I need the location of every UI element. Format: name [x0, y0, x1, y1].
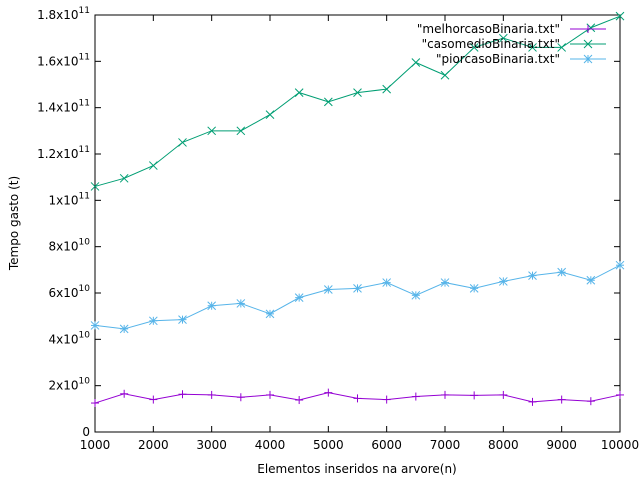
data-point [440, 278, 450, 287]
axes: 1000 2000 3000 4000 5000 6000 7000 8000 9000 1000… [37, 6, 639, 452]
plot-border [94, 14, 621, 433]
data-point [382, 84, 392, 94]
y-axis-label: Tempo gasto (t) [7, 176, 21, 271]
data-point [265, 110, 275, 119]
y-tick-label: 4x1010 [49, 330, 91, 346]
x-tick-label: 2000 [138, 438, 169, 452]
data-point [411, 290, 421, 300]
series-line [94, 264, 621, 330]
legend: "melhorcasoBinaria.txt""casomedioBinaria… [417, 22, 606, 66]
x-tick-label: 1000 [80, 438, 111, 452]
series-layer [90, 11, 625, 408]
data-point [583, 39, 593, 49]
legend-label: "piorcasoBinaria.txt" [436, 52, 560, 66]
data-point [411, 58, 421, 67]
data-point [353, 88, 362, 97]
y-tick-label: 0 [82, 425, 90, 439]
data-point [294, 88, 304, 97]
data-point [119, 324, 129, 334]
data-point [498, 33, 508, 43]
data-point [615, 260, 625, 270]
data-point [119, 173, 129, 183]
y-tick-label: 2x1010 [49, 377, 91, 393]
y-tick-label: 1.6x1011 [37, 52, 90, 68]
data-point [265, 309, 275, 319]
data-point [323, 97, 333, 107]
x-tick-label: 9000 [546, 438, 577, 452]
x-tick-label: 5000 [313, 438, 344, 452]
legend-label: "casomedioBinaria.txt" [422, 37, 560, 51]
data-point [382, 278, 392, 287]
data-point [469, 43, 479, 52]
series-1 [91, 388, 624, 408]
data-point [586, 275, 596, 285]
data-point [528, 43, 537, 52]
data-point [90, 182, 100, 191]
data-point [615, 11, 625, 21]
data-point [557, 43, 567, 52]
x-tick-label: 4000 [255, 438, 286, 452]
data-point [207, 126, 217, 136]
data-point [236, 299, 246, 308]
data-point [557, 267, 567, 277]
series-2 [90, 11, 625, 191]
y-tick-label: 1x1011 [49, 191, 90, 207]
data-point [207, 301, 217, 311]
x-tick-label: 8000 [488, 438, 519, 452]
data-point [528, 271, 537, 280]
data-point [498, 277, 508, 286]
series-3 [90, 260, 625, 334]
data-point [236, 126, 246, 136]
data-point [440, 70, 450, 80]
data-point [148, 316, 158, 326]
y-tick-label: 6x1010 [49, 284, 91, 300]
data-point [178, 315, 187, 324]
x-axis-label: Elementos inseridos na arvore(n) [257, 462, 456, 476]
data-point [90, 321, 100, 330]
data-point [583, 54, 593, 64]
data-point [323, 285, 333, 294]
data-point [469, 284, 479, 293]
x-tick-label: 7000 [430, 438, 461, 452]
x-tick-label: 6000 [371, 438, 402, 452]
data-point [148, 161, 158, 170]
legend-label: "melhorcasoBinaria.txt" [417, 22, 560, 36]
x-tick-label: 3000 [196, 438, 227, 452]
x-tick-label: 10000 [601, 438, 639, 452]
data-point [178, 138, 187, 147]
y-tick-label: 8x1010 [49, 238, 91, 254]
data-point [294, 293, 304, 302]
y-tick-label: 1.4x1011 [37, 99, 90, 115]
y-tick-label: 1.8x1011 [37, 6, 90, 22]
data-point [353, 284, 362, 293]
y-tick-label: 1.2x1011 [37, 145, 90, 161]
